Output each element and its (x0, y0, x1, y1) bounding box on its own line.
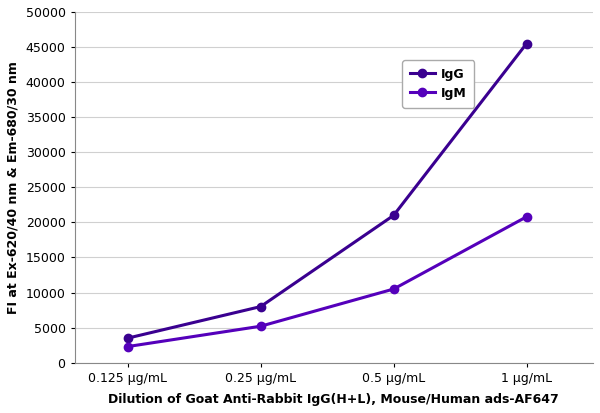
IgG (523, 41, 530, 46)
IgG (390, 213, 397, 218)
Y-axis label: FI at Ex-620/40 nm & Em-680/30 nm: FI at Ex-620/40 nm & Em-680/30 nm (7, 61, 20, 314)
IgM (124, 344, 131, 349)
IgM (523, 214, 530, 219)
IgG (257, 304, 264, 309)
IgM (390, 287, 397, 292)
IgM (257, 324, 264, 329)
Legend: IgG, IgM: IgG, IgM (402, 60, 474, 107)
X-axis label: Dilution of Goat Anti-Rabbit IgG(H+L), Mouse/Human ads-AF647: Dilution of Goat Anti-Rabbit IgG(H+L), M… (109, 393, 559, 406)
IgG (124, 336, 131, 341)
Line: IgM: IgM (124, 213, 531, 351)
Line: IgG: IgG (124, 39, 531, 342)
